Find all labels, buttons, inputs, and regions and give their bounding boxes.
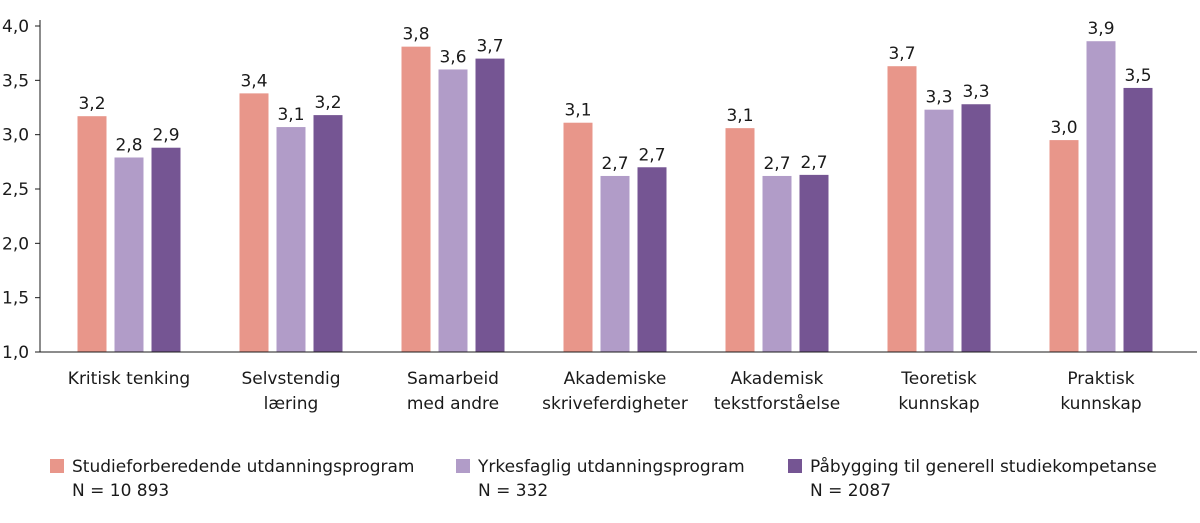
bar — [1086, 41, 1116, 353]
y-tick-label: 2,0 — [2, 234, 29, 254]
data-label: 3,4 — [240, 71, 267, 91]
data-label: 2,7 — [800, 153, 827, 173]
category-label: tekstforståelse — [714, 393, 840, 414]
bar — [401, 46, 431, 352]
legend-item-yrkesfaglig: Yrkesfaglig utdanningsprogram N = 332 — [456, 455, 745, 503]
bar — [151, 147, 181, 352]
legend-label: Studieforberedende utdanningsprogram — [72, 457, 415, 477]
bar — [77, 116, 107, 353]
data-label: 2,7 — [638, 145, 665, 165]
bar — [799, 174, 829, 352]
x-axis: Kritisk tenking Selvstendig læring Samarbei… — [40, 351, 1197, 414]
category-label: kunnskap — [898, 394, 979, 414]
legend-n-label: N = 332 — [478, 481, 549, 501]
data-label: 3,2 — [78, 94, 105, 114]
bar — [637, 167, 667, 352]
data-label: 3,6 — [439, 47, 466, 67]
category-label: Praktisk — [1067, 369, 1134, 389]
data-label: 2,7 — [763, 154, 790, 174]
bar — [313, 115, 343, 353]
data-label: 3,0 — [1050, 118, 1077, 138]
data-label: 3,3 — [962, 82, 989, 102]
category-label: Selvstendig — [241, 369, 340, 389]
data-label: 3,8 — [402, 25, 429, 45]
bar — [1123, 87, 1153, 352]
data-label: 3,2 — [314, 93, 341, 113]
category-label: Teoretisk — [900, 369, 977, 389]
data-label: 3,1 — [277, 105, 304, 125]
legend-swatch — [456, 459, 470, 473]
legend-swatch — [788, 459, 802, 473]
bar — [762, 175, 792, 352]
y-tick-label: 3,0 — [2, 126, 29, 146]
data-label: 3,1 — [726, 106, 753, 126]
legend-swatch — [50, 459, 64, 473]
category-label: Akademisk — [731, 369, 824, 389]
legend-n-label: N = 10 893 — [72, 481, 170, 501]
category-label: Akademiske — [564, 369, 667, 389]
data-label: 3,7 — [476, 37, 503, 57]
bar — [1049, 140, 1079, 352]
y-tick-label: 1,0 — [2, 343, 29, 363]
bar — [239, 93, 269, 352]
bar — [475, 58, 505, 352]
category-label: læring — [264, 394, 319, 414]
legend-label: Yrkesfaglig utdanningsprogram — [478, 457, 745, 477]
y-tick-label: 3,5 — [2, 71, 29, 91]
data-label: 3,5 — [1124, 66, 1151, 86]
category-label: med andre — [407, 394, 499, 414]
data-label: 3,1 — [564, 101, 591, 121]
data-label: 2,9 — [152, 126, 179, 146]
bar — [563, 122, 593, 352]
bar — [600, 175, 630, 352]
y-tick-label: 2,5 — [2, 180, 29, 200]
bar — [276, 127, 306, 352]
bar — [961, 104, 991, 353]
y-tick-label: 1,5 — [2, 289, 29, 309]
data-label: 3,3 — [925, 88, 952, 108]
legend-n-label: N = 2087 — [810, 481, 892, 501]
data-label: 3,7 — [888, 44, 915, 64]
bar — [114, 157, 144, 352]
legend: Studieforberedende utdanningsprogram N =… — [0, 455, 1200, 515]
category-label: skriveferdigheter — [542, 394, 688, 414]
bar — [887, 66, 917, 352]
y-tick-label: 4,0 — [2, 17, 29, 37]
category-label: kunnskap — [1060, 394, 1141, 414]
bar — [438, 69, 468, 352]
category-label: Kritisk tenking — [68, 369, 190, 389]
data-label: 2,8 — [115, 135, 142, 155]
bar — [725, 128, 755, 352]
data-label: 3,9 — [1087, 19, 1114, 39]
legend-item-pabygging: Påbygging til generell studiekompetanse … — [788, 455, 1157, 503]
bars: 3,2 2,8 2,9 3,4 3,1 3,2 3,8 3,6 3,7 3,1 2,7 2,7 3,1 2… — [77, 19, 1153, 353]
category-label: Samarbeid — [407, 369, 499, 389]
legend-item-studieforberedende: Studieforberedende utdanningsprogram N =… — [50, 455, 415, 503]
y-axis: 1,0 1,5 2,0 2,5 3,0 3,5 4,0 — [2, 17, 41, 363]
legend-label: Påbygging til generell studiekompetanse — [810, 457, 1157, 477]
bar — [924, 109, 954, 352]
data-label: 2,7 — [601, 154, 628, 174]
